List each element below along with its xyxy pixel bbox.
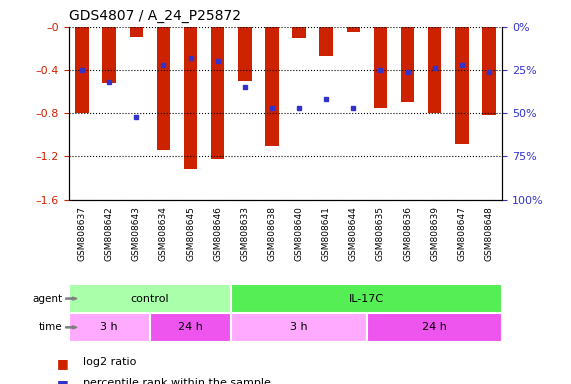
Text: control: control <box>131 293 169 304</box>
Bar <box>292 27 306 38</box>
Text: 24 h: 24 h <box>422 322 447 333</box>
Bar <box>265 27 279 146</box>
Text: GSM808645: GSM808645 <box>186 207 195 262</box>
Text: IL-17C: IL-17C <box>349 293 384 304</box>
Bar <box>184 27 198 169</box>
Bar <box>130 27 143 36</box>
Text: GSM808640: GSM808640 <box>295 207 304 262</box>
Text: GSM808638: GSM808638 <box>267 207 276 262</box>
Text: GDS4807 / A_24_P25872: GDS4807 / A_24_P25872 <box>69 9 240 23</box>
Bar <box>367 313 502 342</box>
Text: GSM808634: GSM808634 <box>159 207 168 262</box>
Text: time: time <box>39 322 63 333</box>
Bar <box>482 27 496 116</box>
Text: GSM808647: GSM808647 <box>457 207 467 262</box>
Text: GSM808633: GSM808633 <box>240 207 250 262</box>
Text: GSM808646: GSM808646 <box>213 207 222 262</box>
Text: GSM808641: GSM808641 <box>321 207 331 262</box>
Bar <box>150 313 231 342</box>
Text: log2 ratio: log2 ratio <box>83 357 136 367</box>
Bar <box>231 284 502 313</box>
Bar <box>347 27 360 32</box>
Text: agent: agent <box>33 293 63 304</box>
Bar <box>69 284 231 313</box>
Text: GSM808635: GSM808635 <box>376 207 385 262</box>
Bar <box>211 27 224 159</box>
Text: 3 h: 3 h <box>100 322 118 333</box>
Text: percentile rank within the sample: percentile rank within the sample <box>83 378 271 384</box>
Text: ■: ■ <box>57 378 73 384</box>
Bar <box>69 313 150 342</box>
Bar <box>428 27 441 113</box>
Bar <box>455 27 469 144</box>
Bar <box>238 27 252 81</box>
Text: GSM808643: GSM808643 <box>132 207 141 262</box>
Text: GSM808648: GSM808648 <box>484 207 493 262</box>
Bar <box>401 27 415 103</box>
Text: 3 h: 3 h <box>290 322 308 333</box>
Bar <box>319 27 333 56</box>
Bar <box>102 27 116 83</box>
Bar <box>156 27 170 150</box>
Text: GSM808637: GSM808637 <box>78 207 87 262</box>
Text: ■: ■ <box>57 357 73 370</box>
Text: GSM808644: GSM808644 <box>349 207 358 261</box>
Text: GSM808639: GSM808639 <box>430 207 439 262</box>
Bar <box>75 27 89 113</box>
Bar <box>373 27 387 108</box>
Text: 24 h: 24 h <box>178 322 203 333</box>
Bar <box>231 313 367 342</box>
Text: GSM808636: GSM808636 <box>403 207 412 262</box>
Text: GSM808642: GSM808642 <box>104 207 114 261</box>
